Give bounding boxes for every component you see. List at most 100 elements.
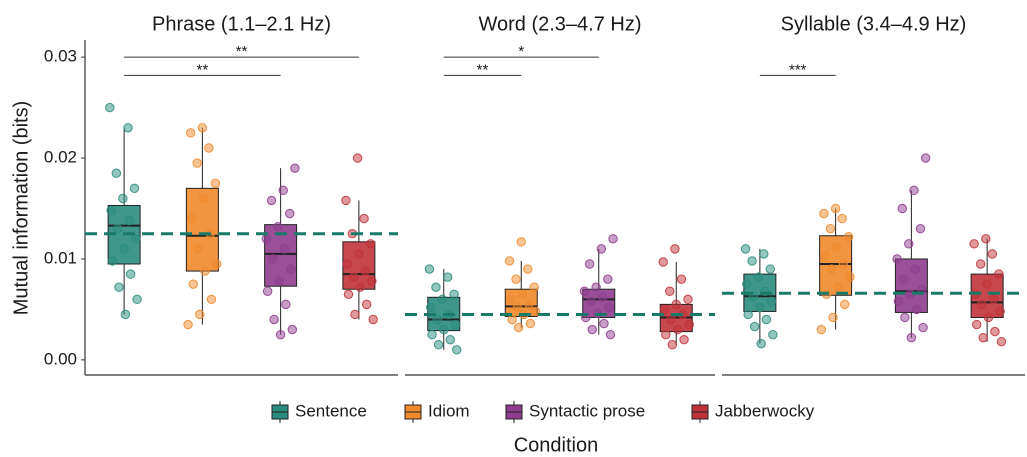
point	[969, 239, 979, 249]
point	[433, 340, 444, 350]
point	[273, 221, 283, 232]
legend-label: Jabberwocky	[715, 401, 815, 420]
point	[659, 304, 670, 315]
point	[978, 332, 988, 343]
point	[975, 259, 986, 269]
y-tick-label: 0.01	[44, 248, 77, 267]
significance-label: **	[197, 61, 209, 78]
point	[843, 232, 854, 242]
point	[183, 319, 193, 330]
point	[909, 185, 919, 196]
point	[900, 312, 910, 323]
point	[749, 321, 760, 332]
point	[107, 256, 118, 266]
significance-label: ***	[789, 61, 807, 78]
point	[906, 332, 917, 343]
point	[666, 314, 676, 325]
point	[445, 334, 455, 345]
x-axis-label: Condition	[514, 434, 599, 456]
point	[988, 294, 999, 305]
point	[683, 294, 693, 305]
point	[506, 294, 516, 305]
point	[432, 314, 442, 325]
point	[833, 282, 843, 292]
point	[596, 244, 607, 254]
point	[266, 195, 277, 206]
y-tick-label: 0.00	[44, 349, 77, 368]
point	[290, 163, 300, 173]
point	[193, 244, 204, 254]
point	[360, 266, 371, 276]
point	[367, 276, 377, 286]
point	[661, 329, 671, 340]
point	[761, 314, 772, 325]
legend-label: Idiom	[428, 401, 470, 420]
point	[129, 183, 140, 194]
facet-title: Syllable (3.4–4.9 Hz)	[781, 13, 967, 35]
legend-label: Sentence	[295, 401, 367, 420]
point	[524, 299, 534, 310]
point	[837, 213, 847, 224]
point	[904, 239, 914, 249]
point	[439, 324, 449, 335]
point	[450, 319, 461, 330]
y-tick-label: 0.03	[44, 47, 77, 66]
point	[354, 249, 364, 259]
point	[125, 269, 136, 279]
point	[747, 256, 757, 266]
point	[275, 329, 286, 340]
point	[511, 274, 521, 284]
point	[452, 345, 462, 355]
point	[124, 215, 135, 226]
point	[529, 282, 539, 292]
point	[261, 234, 272, 244]
point	[830, 203, 841, 214]
point	[281, 299, 291, 310]
point	[206, 294, 217, 305]
point	[512, 302, 523, 313]
point	[343, 289, 354, 299]
point	[210, 178, 221, 188]
point	[838, 259, 849, 269]
point	[766, 296, 777, 307]
point	[893, 296, 904, 307]
point	[517, 289, 528, 299]
point	[131, 234, 141, 244]
point	[132, 294, 142, 305]
y-axis-label: Mutual information (bits)	[10, 101, 32, 316]
point	[352, 153, 363, 163]
point	[995, 306, 1005, 317]
point	[820, 251, 830, 261]
point	[287, 324, 298, 335]
point	[268, 254, 278, 264]
point	[840, 299, 850, 310]
point	[759, 249, 769, 259]
point	[187, 213, 197, 224]
point	[341, 195, 351, 206]
point	[530, 306, 541, 317]
point	[516, 237, 526, 247]
point	[990, 326, 1000, 337]
point	[586, 296, 596, 307]
point	[920, 153, 931, 163]
point	[816, 324, 827, 335]
point	[827, 264, 837, 274]
point	[892, 254, 902, 264]
point	[449, 289, 459, 299]
point	[597, 292, 608, 303]
point	[898, 274, 909, 284]
point	[123, 123, 133, 133]
point	[114, 282, 124, 292]
point	[672, 324, 683, 335]
point	[983, 312, 994, 323]
point	[591, 282, 601, 292]
point	[755, 302, 765, 313]
point	[670, 244, 680, 254]
point	[825, 223, 836, 234]
point	[828, 312, 838, 323]
point	[426, 302, 436, 313]
point	[584, 259, 595, 269]
point	[604, 302, 614, 313]
point	[910, 264, 920, 274]
